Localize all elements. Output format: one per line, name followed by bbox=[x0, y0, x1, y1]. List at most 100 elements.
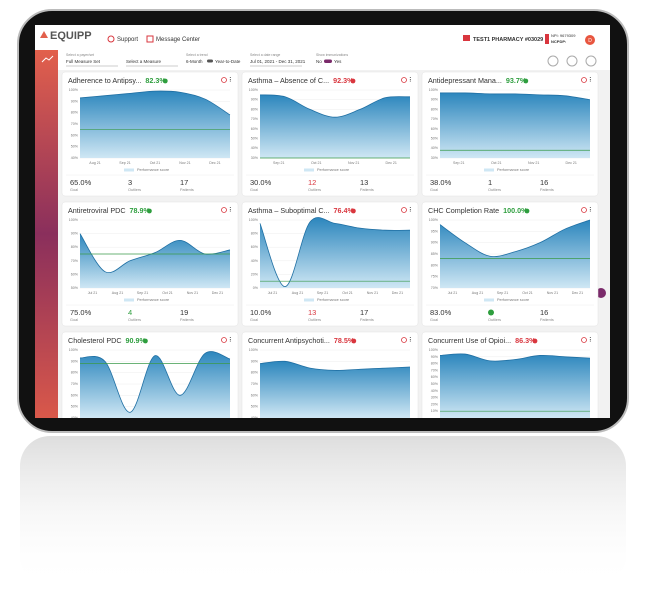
help-icon[interactable] bbox=[581, 77, 587, 83]
menu-icon[interactable]: ⠇ bbox=[589, 77, 593, 84]
help-icon[interactable] bbox=[401, 337, 407, 343]
y-tick-label: 60% bbox=[251, 393, 259, 397]
patients-value[interactable]: 16 bbox=[540, 308, 548, 317]
help-icon[interactable] bbox=[221, 77, 227, 83]
card-title-text: Concurrent Antipsychoti... bbox=[248, 336, 330, 345]
filter-ytd[interactable]: Year-to-Date bbox=[215, 59, 241, 64]
measure-card[interactable]: Adherence to Antipsy... 82.3% ⠇ 100% 90% 80% 7… bbox=[61, 71, 239, 197]
help-icon[interactable] bbox=[401, 207, 407, 213]
outliers-value[interactable]: 1 bbox=[488, 178, 492, 187]
y-tick-label: 20% bbox=[251, 272, 259, 276]
immunization-toggle[interactable] bbox=[324, 59, 332, 64]
x-tick-label: Sep 21 bbox=[453, 161, 464, 165]
goal-value: 75.0% bbox=[70, 308, 92, 317]
outliers-value[interactable]: 12 bbox=[308, 178, 316, 187]
performance-line bbox=[259, 94, 411, 118]
measure-card[interactable]: CHC Completion Rate 100.0% ⠇ 100% 95% 90% 85% 8… bbox=[421, 201, 599, 327]
performance-line bbox=[259, 217, 411, 288]
x-tick-label: Jul 21 bbox=[448, 291, 458, 295]
y-tick-label: 80% bbox=[431, 362, 439, 366]
trend-icon[interactable] bbox=[41, 55, 54, 63]
outliers-label: Outliers bbox=[308, 188, 321, 192]
outliers-value[interactable]: 3 bbox=[128, 178, 132, 187]
outliers-value[interactable]: 4 bbox=[128, 308, 132, 317]
patients-value[interactable]: 17 bbox=[180, 178, 188, 187]
filter-value[interactable]: Full Measure Set bbox=[66, 59, 101, 64]
y-tick-label: 50% bbox=[251, 405, 259, 409]
measure-card[interactable]: Antiretroviral PDC 78.9% ⠇ 100% 90% 80% 70% 60%… bbox=[61, 201, 239, 327]
patients-value[interactable]: 16 bbox=[540, 178, 548, 187]
patients-value[interactable]: 19 bbox=[180, 308, 188, 317]
menu-icon[interactable]: ⠇ bbox=[409, 77, 413, 84]
y-tick-label: 30% bbox=[431, 396, 439, 400]
y-tick-label: 50% bbox=[71, 286, 79, 290]
measure-card[interactable]: Concurrent Use of Opioi... 86.3% ⠇ 100% 90% 8… bbox=[421, 331, 599, 456]
y-tick-label: 10% bbox=[431, 409, 439, 413]
filter-value[interactable]: No bbox=[316, 59, 322, 64]
card-score: 93.7% bbox=[506, 76, 527, 85]
help-icon[interactable] bbox=[221, 337, 227, 343]
x-tick-label: Sep 21 bbox=[317, 291, 328, 295]
card-score: 82.3% bbox=[145, 76, 166, 85]
patients-value[interactable]: 17 bbox=[360, 308, 368, 317]
score-status-icon bbox=[532, 338, 538, 344]
menu-icon[interactable]: ⠇ bbox=[589, 337, 593, 344]
filter-value[interactable]: 6-Month bbox=[186, 59, 203, 64]
card-title: Antiretroviral PDC 78.9% bbox=[68, 206, 151, 215]
x-tick-label: Jul 21 bbox=[88, 291, 98, 295]
filter-value[interactable]: Jul 01, 2021 - Dec 31, 2021 bbox=[250, 59, 306, 64]
help-icon[interactable] bbox=[221, 207, 227, 213]
measure-card[interactable]: Asthma – Absence of C... 92.3% ⠇ 100% 90% 80%… bbox=[241, 71, 419, 197]
outliers-value[interactable]: 13 bbox=[308, 308, 316, 317]
menu-icon[interactable]: ⠇ bbox=[229, 337, 233, 344]
download-button[interactable] bbox=[585, 55, 597, 67]
score-status-icon bbox=[350, 208, 356, 214]
menu-icon[interactable]: ⠇ bbox=[409, 337, 413, 344]
y-tick-label: 60% bbox=[71, 393, 79, 397]
card-title: Concurrent Use of Opioi... 86.3% bbox=[428, 336, 536, 345]
x-tick-label: Nov 21 bbox=[367, 291, 378, 295]
y-tick-label: 40% bbox=[251, 146, 259, 150]
y-tick-label: 80% bbox=[431, 263, 439, 267]
menu-icon[interactable]: ⠇ bbox=[589, 207, 593, 214]
y-tick-label: 80% bbox=[251, 107, 259, 111]
y-tick-label: 100% bbox=[69, 88, 79, 92]
avatar[interactable] bbox=[585, 35, 595, 45]
side-tab[interactable] bbox=[596, 288, 606, 298]
filter-value[interactable]: Select a Measure bbox=[126, 59, 162, 64]
clear-button[interactable] bbox=[566, 55, 578, 67]
pharmacy-name[interactable]: TEST1 PHARMACY #03029 bbox=[473, 37, 543, 43]
outliers-label: Outliers bbox=[488, 318, 501, 322]
card-score: 90.9% bbox=[126, 336, 147, 345]
menu-icon[interactable]: ⠇ bbox=[229, 77, 233, 84]
help-icon[interactable] bbox=[581, 337, 587, 343]
measure-card[interactable]: Cholesterol PDC 90.9% ⠇ 100% 90% 80% 70% 60% 50%… bbox=[61, 331, 239, 456]
y-tick-label: 50% bbox=[251, 137, 259, 141]
outliers-label: Outliers bbox=[128, 188, 141, 192]
y-tick-label: 70% bbox=[251, 382, 259, 386]
menu-icon[interactable]: ⠇ bbox=[409, 207, 413, 214]
message-center-link[interactable]: Message Center bbox=[156, 37, 200, 43]
measure-card[interactable]: Antidepressant Mana... 93.7% ⠇ 100% 90% 80% 70… bbox=[421, 71, 599, 197]
patients-value[interactable]: 13 bbox=[360, 178, 368, 187]
performance-area bbox=[80, 91, 230, 158]
measure-card[interactable]: Asthma – Suboptimal C... 76.4% ⠇ 100% 80% 60%… bbox=[241, 201, 419, 327]
performance-line bbox=[439, 219, 591, 257]
x-tick-label: Oct 21 bbox=[150, 161, 161, 165]
filter-button[interactable] bbox=[547, 55, 559, 67]
x-tick-label: Dec 21 bbox=[209, 161, 220, 165]
y-tick-label: 90% bbox=[431, 241, 439, 245]
top-bar bbox=[35, 25, 610, 50]
y-tick-label: 70% bbox=[431, 368, 439, 372]
help-icon[interactable] bbox=[401, 77, 407, 83]
help-icon[interactable] bbox=[581, 207, 587, 213]
menu-icon[interactable]: ⠇ bbox=[229, 207, 233, 214]
y-tick-label: 30% bbox=[251, 156, 259, 160]
support-link[interactable]: Support bbox=[117, 37, 138, 43]
goal-label: Goal bbox=[70, 318, 78, 322]
screen-content: EQUIPP Support Message Center TEST1 PHAR… bbox=[35, 25, 610, 456]
measure-card[interactable]: Concurrent Antipsychoti... 78.5% ⠇ 100% 90% 8… bbox=[241, 331, 419, 456]
card-title-text: Asthma – Absence of C... bbox=[248, 76, 329, 85]
y-tick-label: 80% bbox=[71, 111, 79, 115]
message-icon bbox=[146, 35, 154, 43]
